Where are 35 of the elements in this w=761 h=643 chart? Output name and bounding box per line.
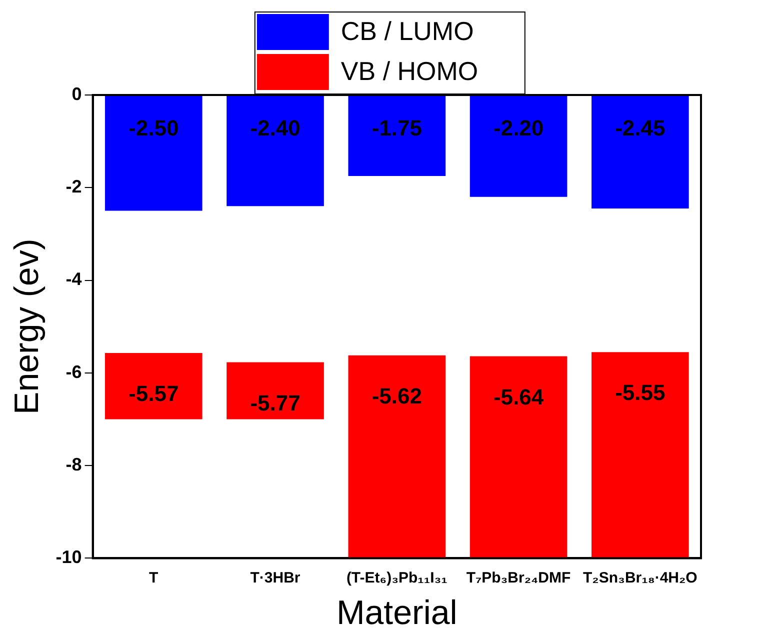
data-label: -5.64 [493, 384, 544, 410]
data-label: -2.45 [615, 116, 666, 141]
data-label: -5.57 [128, 381, 179, 406]
bar [348, 355, 446, 558]
y-tick-label: -4 [66, 269, 82, 290]
bar [104, 96, 202, 211]
bar [104, 353, 202, 420]
data-label: -5.62 [372, 383, 422, 408]
y-tick-label: -6 [66, 362, 82, 382]
bar [226, 362, 324, 420]
x-axis-title: Material [336, 594, 458, 632]
y-axis-title: Energy (ev) [8, 238, 46, 414]
y-tick-label: -10 [56, 547, 82, 568]
x-tick-label: (T-Et₆)₃Pb₁₁I₃₁ [346, 569, 448, 586]
data-label: -5.77 [250, 390, 300, 416]
bar [226, 96, 324, 206]
x-tick-label: T·3HBr [250, 569, 300, 586]
y-tick-label: -8 [66, 454, 82, 475]
x-tick-label: T₇Pb₃Br₂₄DMF [466, 569, 571, 586]
x-tick-label: T [149, 569, 158, 586]
y-tick-label: -2 [66, 176, 82, 197]
bar [470, 96, 568, 197]
data-label: -1.75 [372, 116, 422, 141]
bar [470, 356, 568, 558]
bar [592, 352, 689, 558]
data-label: -2.20 [493, 116, 544, 141]
x-tick-label: T₂Sn₃Br₁₈·4H₂O [583, 569, 698, 586]
data-label: -2.50 [128, 116, 179, 141]
bar [348, 96, 446, 176]
y-tick-label: 0 [72, 84, 82, 104]
legend-label: VB / HOMO [340, 56, 478, 86]
data-label: -2.40 [250, 116, 300, 141]
bar [592, 96, 689, 208]
legend-label: CB / LUMO [340, 16, 474, 46]
data-label: -5.55 [615, 380, 666, 406]
